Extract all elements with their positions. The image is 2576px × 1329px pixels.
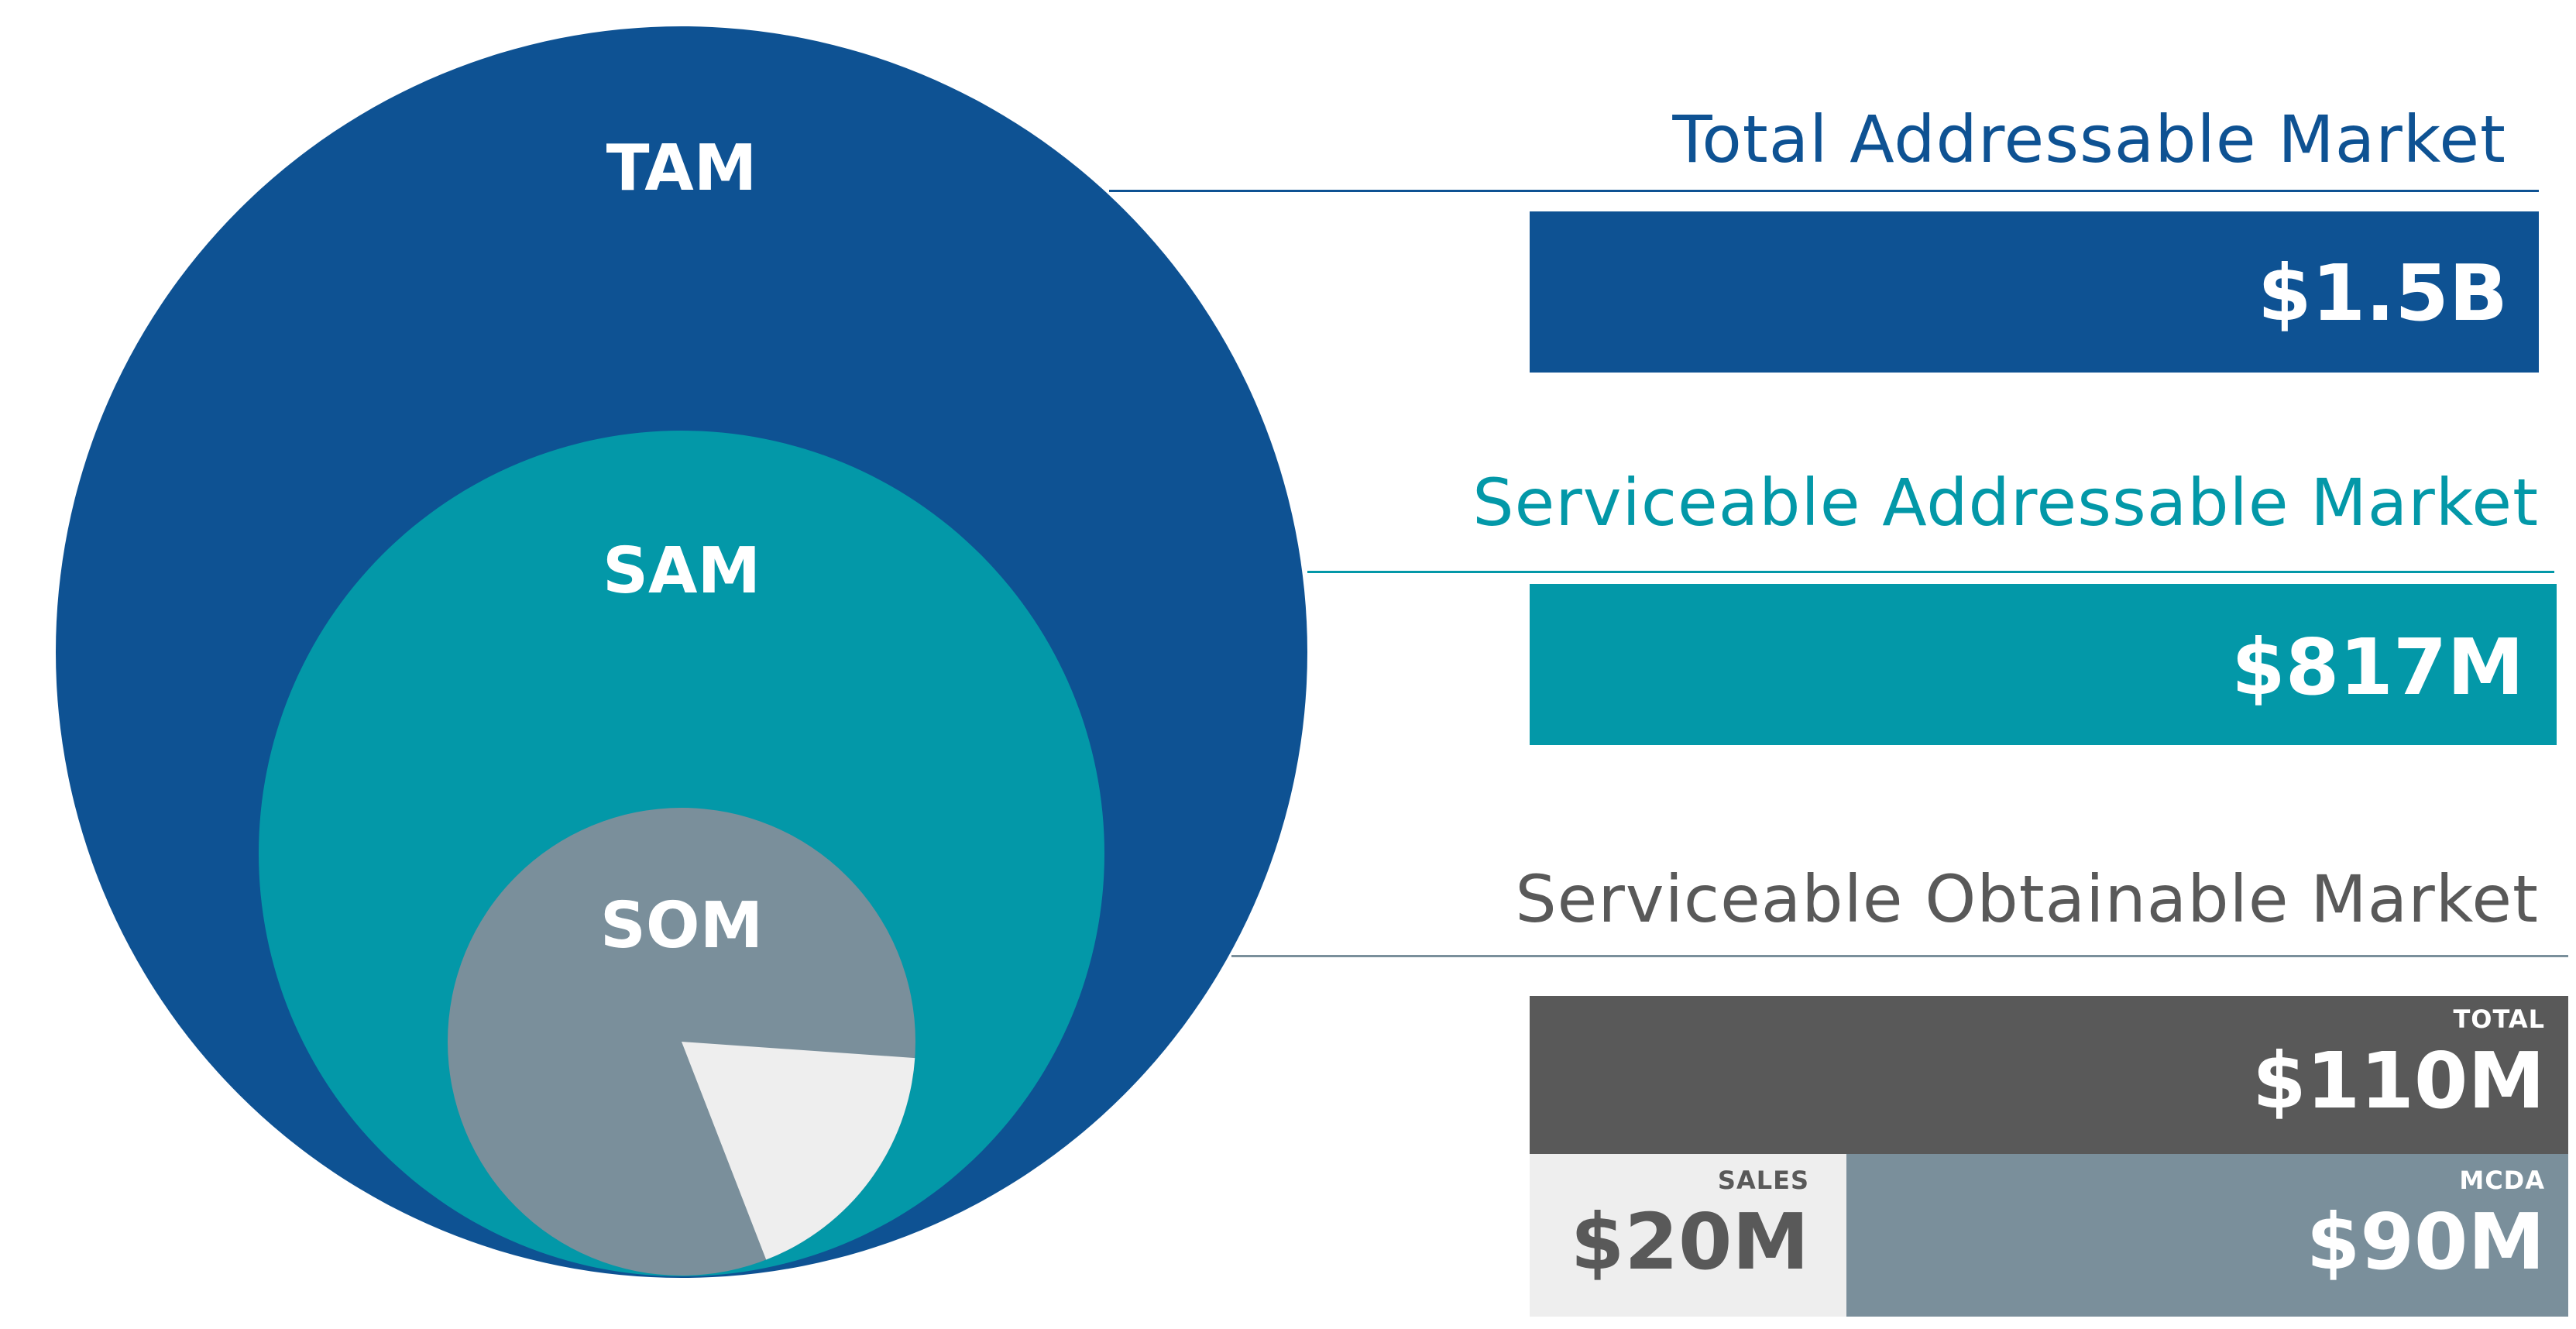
som-connector-line: [1231, 955, 2568, 957]
som-sales-value: $20M: [1570, 1197, 1809, 1287]
som-total-tag: TOTAL: [2453, 1004, 2545, 1034]
som-sales-tag: SALES: [1717, 1166, 1809, 1195]
tam-label: TAM: [606, 132, 757, 205]
sam-heading: Serviceable Addressable Market: [1472, 465, 2539, 541]
som-mcda-bar: MCDA $90M: [1846, 1154, 2568, 1317]
tam-value: $1.5B: [2258, 248, 2508, 338]
som-heading: Serviceable Obtainable Market: [1515, 861, 2539, 937]
sam-connector-line: [1307, 571, 2554, 573]
sam-value: $817M: [2231, 622, 2524, 713]
sam-label: SAM: [603, 534, 761, 608]
sam-bar: $817M: [1530, 584, 2557, 745]
tam-heading: Total Addressable Market: [1672, 101, 2506, 177]
tam-bar: $1.5B: [1530, 211, 2539, 373]
som-mcda-tag: MCDA: [2459, 1166, 2545, 1195]
som-mcda-value: $90M: [2306, 1197, 2545, 1287]
som-total-value: $110M: [2252, 1035, 2545, 1126]
som-sales-bar: SALES $20M: [1530, 1154, 1846, 1317]
som-total-bar: TOTAL $110M: [1530, 996, 2568, 1154]
tam-connector-line: [1109, 190, 2539, 192]
som-label: SOM: [600, 889, 763, 963]
som-slice: [682, 1042, 915, 1260]
